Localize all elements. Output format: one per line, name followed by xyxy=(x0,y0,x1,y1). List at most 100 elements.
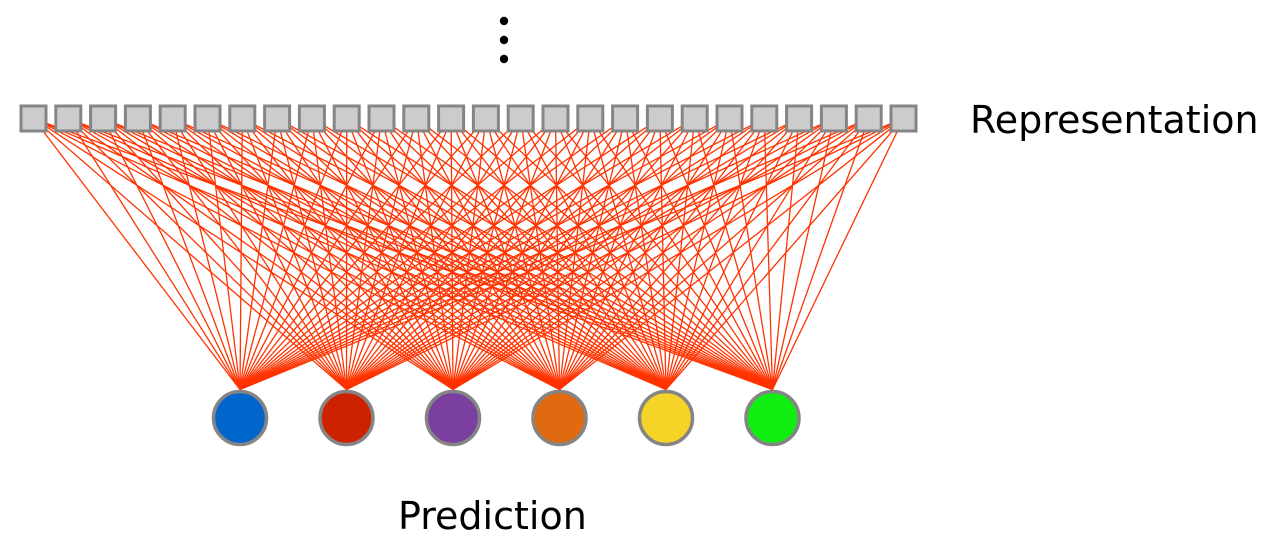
connection-line xyxy=(311,117,667,391)
connection-line xyxy=(771,118,905,390)
connection-line xyxy=(239,118,313,390)
connection-line xyxy=(345,118,452,390)
connection-line xyxy=(558,118,661,390)
representation-unit xyxy=(123,104,152,133)
connection-line xyxy=(67,118,347,390)
representation-unit xyxy=(819,104,848,133)
connection-line xyxy=(589,118,774,390)
prediction-label: Prediction xyxy=(398,494,587,538)
representation-unit xyxy=(680,104,709,133)
connection-line xyxy=(241,117,667,391)
connection-line xyxy=(346,117,904,391)
representation-unit xyxy=(332,104,361,133)
connection-line xyxy=(415,118,561,390)
connection-line xyxy=(239,117,835,391)
representation-unit xyxy=(750,104,779,133)
connection-line xyxy=(239,117,591,391)
representation-unit xyxy=(854,104,883,133)
connection-line xyxy=(559,118,870,390)
representation-unit xyxy=(785,104,814,133)
connection-line xyxy=(346,118,561,390)
connection-line xyxy=(239,117,800,391)
connection-line xyxy=(239,118,417,390)
connection-line xyxy=(665,118,696,390)
connection-line xyxy=(452,118,522,390)
connection-line xyxy=(239,118,243,390)
connection-line xyxy=(346,117,869,391)
connection-line xyxy=(241,118,560,390)
connection-line xyxy=(239,117,869,391)
representation-unit xyxy=(715,104,744,133)
connection-line xyxy=(32,118,241,390)
connection-line xyxy=(659,118,667,390)
connection-line xyxy=(554,118,561,390)
connection-line xyxy=(239,118,452,390)
connection-line xyxy=(311,118,454,390)
connection-line xyxy=(239,118,487,390)
connection-line xyxy=(276,117,773,391)
connection-line xyxy=(102,117,454,391)
connection-line xyxy=(520,118,773,390)
connection-line xyxy=(102,117,560,391)
connection-line xyxy=(452,117,835,391)
connection-line xyxy=(665,118,731,390)
connection-line xyxy=(137,117,560,391)
connection-line xyxy=(239,117,696,391)
connection-line xyxy=(276,118,454,390)
connection-line xyxy=(380,118,454,390)
connection-line xyxy=(206,118,348,390)
connection-line xyxy=(659,118,774,390)
connection-line xyxy=(728,118,774,390)
connection-line xyxy=(763,118,774,390)
connection-line xyxy=(241,118,348,390)
prediction-node xyxy=(211,389,269,447)
connection-line xyxy=(771,118,800,390)
prediction-node xyxy=(744,389,801,447)
connection-line xyxy=(485,118,561,390)
connection-line xyxy=(346,117,773,391)
connection-line xyxy=(589,118,667,390)
connection-line xyxy=(172,117,560,391)
connection-line xyxy=(239,118,348,390)
connection-line xyxy=(207,117,560,391)
connection-line xyxy=(207,117,667,391)
prediction-node xyxy=(637,389,695,447)
connection-line xyxy=(485,118,667,390)
representation-unit xyxy=(645,104,674,133)
connection-line xyxy=(346,117,835,391)
connection-line xyxy=(520,118,561,390)
connection-line xyxy=(554,118,667,390)
prediction-node xyxy=(424,389,482,447)
connection-line xyxy=(242,117,773,391)
representation-unit xyxy=(506,104,535,133)
connection-line xyxy=(415,117,773,391)
representation-unit xyxy=(193,104,222,133)
ellipsis-dots xyxy=(499,16,509,64)
connection-line xyxy=(771,118,835,390)
connection-line xyxy=(380,118,561,390)
connection-line xyxy=(239,118,556,390)
connection-line xyxy=(665,118,835,390)
connection-line xyxy=(450,118,667,390)
connection-line xyxy=(771,118,870,390)
connection-line xyxy=(485,118,773,390)
connection-line xyxy=(665,118,765,390)
connection-line xyxy=(311,118,348,390)
connection-line xyxy=(33,117,560,391)
connection-line xyxy=(239,118,522,390)
representation-unit xyxy=(19,104,48,133)
connection-line xyxy=(137,118,348,390)
representation-unit xyxy=(367,104,396,133)
connection-line xyxy=(239,117,765,391)
connection-line xyxy=(452,118,487,390)
connection-line xyxy=(239,118,383,390)
connection-line xyxy=(206,118,241,390)
connection-line xyxy=(345,118,417,390)
connection-line xyxy=(558,118,626,390)
connection-line xyxy=(381,117,773,391)
connection-line xyxy=(172,118,241,390)
prediction-layer xyxy=(211,389,801,447)
connection-line xyxy=(346,118,454,390)
connection-line xyxy=(67,117,454,391)
